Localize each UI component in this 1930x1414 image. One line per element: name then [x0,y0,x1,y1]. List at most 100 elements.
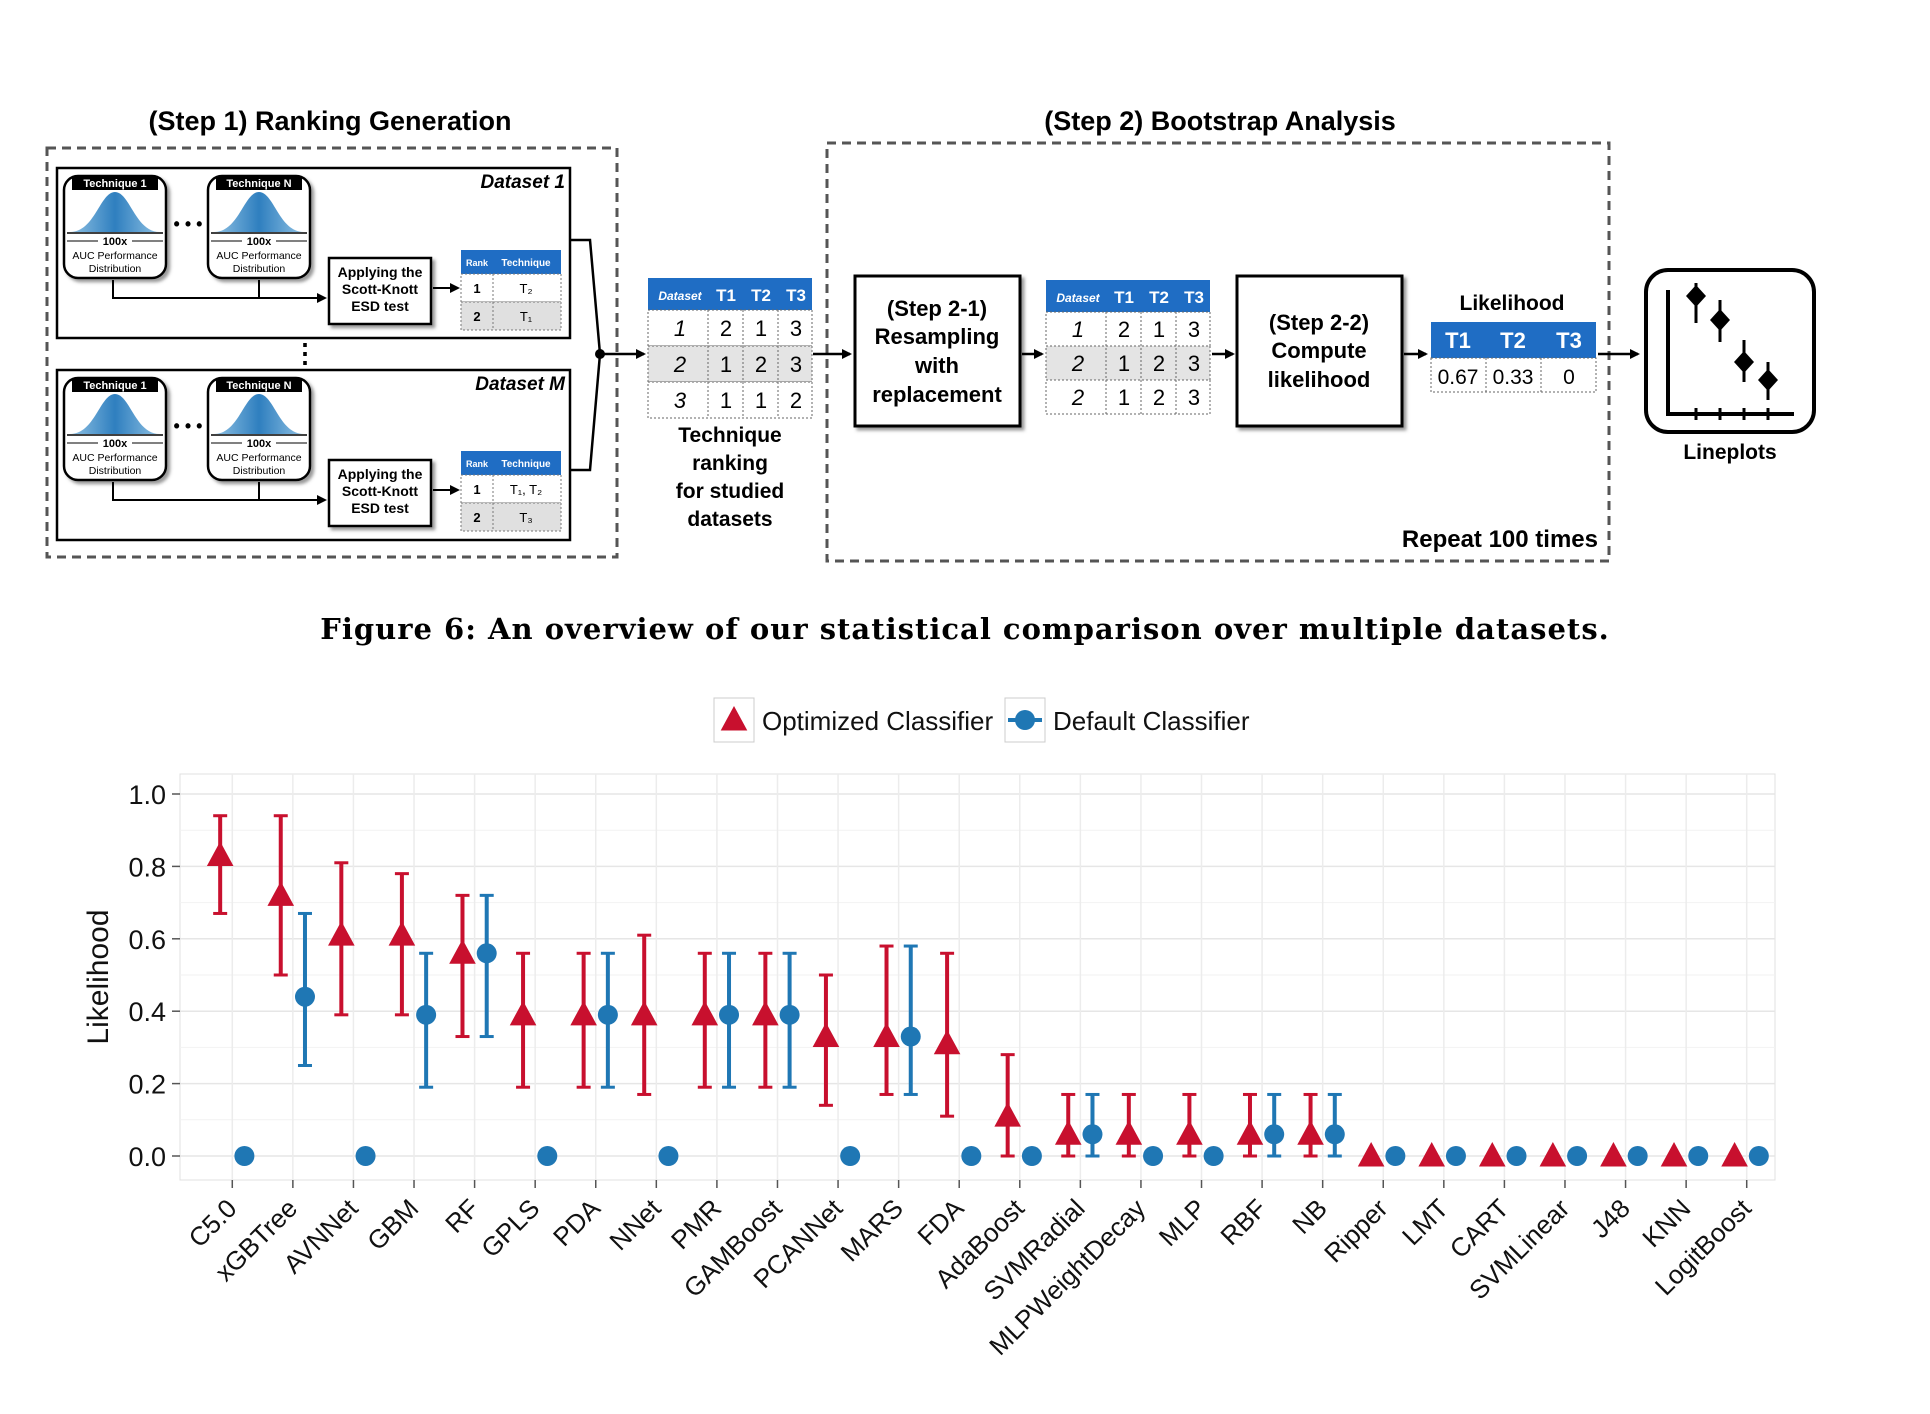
point-default [355,1146,376,1166]
svg-text:1: 1 [720,352,732,377]
likelihood-table: Likelihood T1 T2 T3 0.67 0.33 0 [1430,292,1597,393]
point-default [1688,1146,1709,1166]
technique-n-card-m: Technique N 100x AUC Performance Distrib… [206,376,312,482]
svg-text:datasets: datasets [687,508,772,531]
svg-text:T₁: T₁ [520,309,533,324]
svg-text:T₁, T₂: T₁, T₂ [510,482,542,497]
svg-text:(Step 2-1): (Step 2-1) [887,296,987,321]
point-optimized [206,841,234,867]
point-default [1264,1124,1285,1145]
svg-text:T1: T1 [716,286,736,305]
svg-text:2: 2 [473,510,480,525]
svg-text:replacement: replacement [872,382,1002,407]
point-default [1203,1146,1224,1166]
figure-caption: Figure 6: An overview of our statistical… [320,612,1610,646]
overview-diagram: (Step 1) Ranking Generation (Step 2) Boo… [45,106,1816,563]
likelihood-chart: Optimized Classifier Default Classifier 0… [82,697,1776,1361]
svg-text:Compute: Compute [1271,338,1366,363]
svg-text:T1: T1 [1445,328,1471,353]
svg-text:ESD test: ESD test [351,500,409,516]
svg-text:1: 1 [473,281,480,296]
legend-triangle-icon [720,706,748,731]
svg-text:2: 2 [673,352,686,377]
dataset-1-panel: Dataset 1 Technique 1 100x AUC Performan… [55,166,572,340]
x-tick-label: MLP [1153,1193,1212,1252]
svg-text:3: 3 [1188,317,1200,342]
x-tick-label: PDA [547,1193,606,1252]
point-optimized [1357,1142,1385,1167]
svg-text:100x: 100x [247,438,272,450]
step-2-1-box: (Step 2-1) Resampling with replacement [853,274,1022,428]
svg-text:Technique: Technique [501,258,551,269]
svg-text:0: 0 [1563,366,1575,389]
x-tick-label: NB [1286,1193,1333,1240]
point-optimized [691,1000,719,1026]
point-default [1567,1146,1588,1166]
svg-text:Technique 1: Technique 1 [83,380,146,392]
point-optimized [1600,1142,1627,1167]
legend-label-default: Default Classifier [1053,706,1250,736]
plot-panel [179,773,1776,1181]
point-default [1748,1146,1769,1166]
svg-text:AUC Performance: AUC Performance [216,452,301,464]
svg-text:Applying the: Applying the [338,466,423,482]
point-optimized [933,1029,961,1055]
technique-1-card-m: Technique 1 100x AUC Performance Distrib… [62,376,168,482]
point-optimized [630,1000,658,1026]
point-optimized [752,1000,779,1026]
point-optimized [388,921,416,946]
step1-title: (Step 1) Ranking Generation [148,106,511,136]
svg-text:1: 1 [1118,385,1130,410]
dataset-m-label: Dataset M [475,374,566,395]
y-tick-label: 1.0 [128,780,166,810]
svg-text:Technique: Technique [678,424,781,447]
svg-text:T1: T1 [1114,288,1134,307]
svg-text:0.33: 0.33 [1493,366,1534,389]
rank-table-m: Rank Technique 1 T₁, T₂ 2 T₃ [460,451,562,532]
svg-text:3: 3 [1188,385,1200,410]
point-optimized [1176,1120,1203,1145]
point-optimized [812,1022,840,1048]
svg-text:1: 1 [473,482,480,497]
svg-text:Technique: Technique [501,459,551,470]
svg-text:T3: T3 [1556,328,1582,353]
x-tick-label: GPLS [475,1193,545,1263]
technique-n-card: Technique N 100x AUC Performance Distrib… [206,174,312,280]
point-optimized [1236,1120,1264,1145]
legend: Optimized Classifier Default Classifier [713,697,1250,743]
dataset-1-label: Dataset 1 [481,172,566,193]
ellipsis-v: ⋮ [292,338,318,368]
point-optimized [570,1000,597,1026]
svg-text:3: 3 [1188,351,1200,376]
svg-text:Applying the: Applying the [338,264,423,280]
point-default [294,986,315,1007]
legend-circle-icon [1015,710,1035,730]
step2-title: (Step 2) Bootstrap Analysis [1044,106,1396,136]
svg-text:1: 1 [674,316,686,341]
svg-text:0.67: 0.67 [1438,366,1479,389]
point-default [234,1146,255,1166]
point-optimized [1054,1120,1082,1145]
step2-container [825,141,1611,563]
svg-text:Resampling: Resampling [875,324,1000,349]
svg-text:2: 2 [720,316,732,341]
svg-text:T2: T2 [1500,328,1526,353]
point-default [1506,1146,1527,1166]
x-tick-label: RF [439,1193,485,1239]
point-default [658,1146,679,1166]
point-optimized [1539,1142,1567,1167]
point-optimized [994,1102,1021,1127]
svg-text:T3: T3 [786,286,806,305]
technique-1-label: Technique 1 [83,178,146,190]
svg-text:Dataset: Dataset [1056,291,1100,305]
svg-text:1: 1 [720,388,732,413]
point-default [779,1004,800,1025]
resampled-table: Dataset T1 T2 T3 1 2 1 3 2 1 2 3 2 1 2 3 [1045,280,1211,415]
svg-text:AUC Performance: AUC Performance [72,250,157,262]
point-default [1385,1146,1406,1166]
lineplot-icon [1644,268,1816,434]
point-optimized [449,939,476,964]
point-default [476,943,497,964]
lineplots-label: Lineplots [1683,441,1776,464]
rank-table-1: Rank Technique 1 T₂ 2 T₁ [460,250,562,331]
